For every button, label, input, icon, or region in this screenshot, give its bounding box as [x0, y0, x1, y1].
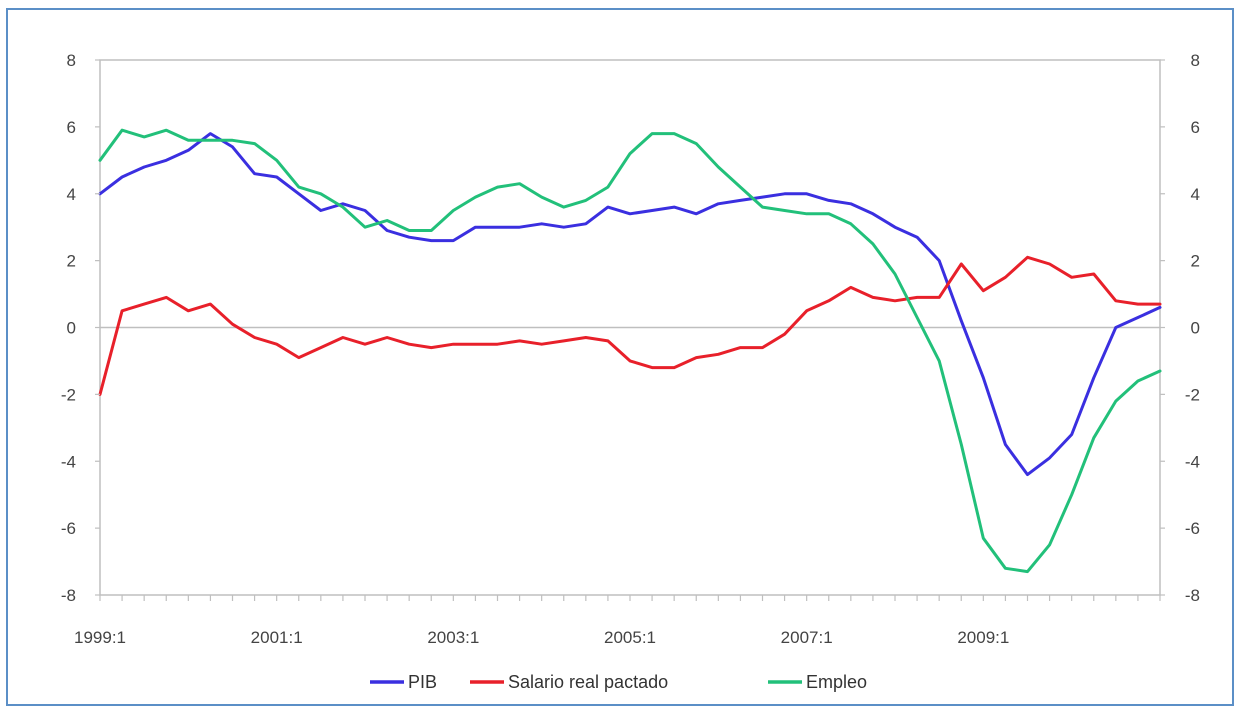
y-tick-label-right: 8: [1191, 51, 1200, 70]
y-tick-label-left: -4: [61, 452, 76, 471]
y-tick-label-left: 2: [67, 252, 76, 271]
y-tick-label-right: -8: [1185, 586, 1200, 605]
y-tick-label-right: -6: [1185, 519, 1200, 538]
x-tick-label: 2003:1: [427, 628, 479, 647]
y-tick-label-right: -2: [1185, 385, 1200, 404]
y-tick-label-right: 0: [1191, 319, 1200, 338]
y-tick-label-right: 4: [1191, 185, 1200, 204]
legend-label-pib: PIB: [408, 672, 437, 692]
y-tick-label-left: 4: [67, 185, 76, 204]
x-tick-label: 2001:1: [251, 628, 303, 647]
y-tick-label-left: 0: [67, 319, 76, 338]
legend-label-salario-real-pactado: Salario real pactado: [508, 672, 668, 692]
y-tick-label-left: 6: [67, 118, 76, 137]
legend-label-empleo: Empleo: [806, 672, 867, 692]
y-tick-label-left: -2: [61, 385, 76, 404]
y-tick-label-right: -4: [1185, 452, 1200, 471]
series-line-pib: [98, 132, 1162, 477]
y-tick-label-left: -8: [61, 586, 76, 605]
y-tick-label-left: -6: [61, 519, 76, 538]
legend: PIB Salario real pactado Empleo: [370, 672, 867, 692]
x-tick-label: 2007:1: [781, 628, 833, 647]
series-line-empleo: [98, 128, 1162, 574]
y-tick-label-right: 2: [1191, 252, 1200, 271]
x-tick-label: 1999:1: [74, 628, 126, 647]
x-tick-label: 2005:1: [604, 628, 656, 647]
series-line-salario-real-pactado: [98, 255, 1162, 396]
x-tick-label: 2009:1: [957, 628, 1009, 647]
y-tick-label-left: 8: [67, 51, 76, 70]
y-tick-label-right: 6: [1191, 118, 1200, 137]
